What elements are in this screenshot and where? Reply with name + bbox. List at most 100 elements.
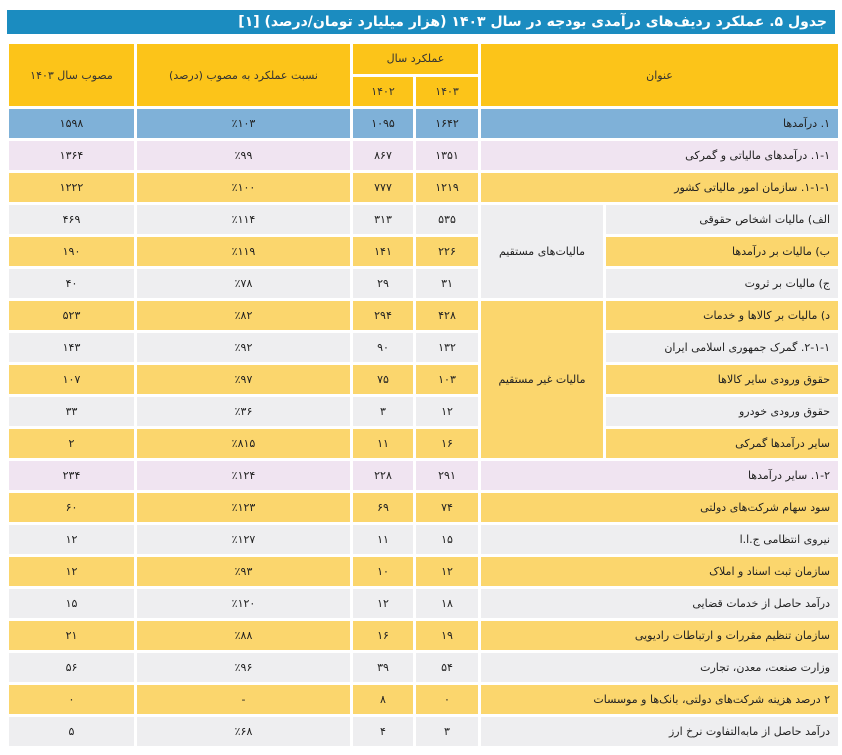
- ratio-value: ٪۹۶: [137, 653, 350, 682]
- ratio-value: ٪۱۲۳: [137, 493, 350, 522]
- value-1402: ۸۶۷: [353, 141, 414, 170]
- row-title: درآمد حاصل از خدمات قضایی: [481, 589, 839, 618]
- group-label-indirect: مالیات غیر مستقیم: [481, 301, 604, 458]
- ratio-value: -: [137, 685, 350, 714]
- row-title: سود سهام شرکت‌های دولتی: [481, 493, 839, 522]
- value-1403: ۱۳۵۱: [416, 141, 479, 170]
- value-1402: ۶۹: [353, 493, 414, 522]
- value-1403: ۱۲: [416, 397, 479, 426]
- table-row: ۱. درآمدها ۱۶۴۲ ۱۰۹۵ ٪۱۰۳ ۱۵۹۸: [9, 109, 839, 138]
- approved-value: ۴۶۹: [9, 205, 134, 234]
- value-1402: ۱۰۹۵: [353, 109, 414, 138]
- value-1402: ۱۶: [353, 621, 414, 650]
- table-row: سود سهام شرکت‌های دولتی ۷۴ ۶۹ ٪۱۲۳ ۶۰: [9, 493, 839, 522]
- approved-value: ۰: [9, 685, 134, 714]
- ratio-value: ٪۶۸: [137, 717, 350, 746]
- value-1402: ۲۹۴: [353, 301, 414, 330]
- ratio-value: ٪۹۲: [137, 333, 350, 362]
- value-1402: ۱۴۱: [353, 237, 414, 266]
- value-1403: ۱۲۱۹: [416, 173, 479, 202]
- table-row: نیروی انتظامی ج.ا.ا ۱۵ ۱۱ ٪۱۲۷ ۱۲: [9, 525, 839, 554]
- ratio-value: ٪۱۰۰: [137, 173, 350, 202]
- value-1402: ۸: [353, 685, 414, 714]
- value-1403: ۱۹: [416, 621, 479, 650]
- table-row: حقوق ورودی سایر کالاها ۱۰۳ ۷۵ ٪۹۷ ۱۰۷: [9, 365, 839, 394]
- value-1403: ۱۶۴۲: [416, 109, 479, 138]
- table-row: حقوق ورودی خودرو ۱۲ ۳ ٪۳۶ ۳۳: [9, 397, 839, 426]
- table-row: د) مالیات بر کالاها و خدمات مالیات غیر مس…: [9, 301, 839, 458]
- value-1402: ۳۹: [353, 653, 414, 682]
- header-performance: عملکرد سال: [353, 44, 479, 74]
- header-year-1403: ۱۴۰۳: [416, 76, 479, 106]
- value-1402: ۱۰: [353, 557, 414, 586]
- approved-value: ۱۴۳: [9, 333, 134, 362]
- ratio-value: ٪۱۲۷: [137, 525, 350, 554]
- table-row: ب) مالیات بر درآمدها ۲۲۶ ۱۴۱ ٪۱۱۹ ۱۹۰: [9, 237, 839, 266]
- approved-value: ۱۵۹۸: [9, 109, 134, 138]
- value-1403: ۱۲: [416, 557, 479, 586]
- group-label-direct: مالیات‌های مستقیم: [481, 205, 604, 298]
- table-row: ۲-۱-۱. گمرک جمهوری اسلامی ایران ۱۳۲ ۹۰ ٪۹۲ ۱…: [9, 333, 839, 362]
- ratio-value: ٪۱۱۹: [137, 237, 350, 266]
- value-1403: ۱۰۳: [416, 365, 479, 394]
- value-1402: ۲۹: [353, 269, 414, 298]
- value-1403: ۱۵: [416, 525, 479, 554]
- row-title: ۱-۲. سایر درآمدها: [481, 461, 839, 490]
- ratio-value: ٪۹۳: [137, 557, 350, 586]
- value-1403: ۱۸: [416, 589, 479, 618]
- value-1403: ۳: [416, 717, 479, 746]
- approved-value: ۱۵: [9, 589, 134, 618]
- ratio-value: ٪۹۷: [137, 365, 350, 394]
- value-1403: ۳۱: [416, 269, 479, 298]
- value-1402: ۲۲۸: [353, 461, 414, 490]
- table-row: ۱-۱-۱. سازمان امور مالیاتی کشور ۱۲۱۹ ۷۷۷ ٪۱…: [9, 173, 839, 202]
- row-title: سازمان ثبت اسناد و املاک: [481, 557, 839, 586]
- table-title: جدول ۵. عملکرد ردیف‌های درآمدی بودجه در …: [7, 10, 835, 34]
- approved-value: ۵۲۳: [9, 301, 134, 330]
- row-title: ۲ درصد هزینه شرکت‌های دولتی، بانک‌ها و م…: [481, 685, 839, 714]
- approved-value: ۵: [9, 717, 134, 746]
- row-title: سازمان تنظیم مقررات و ارتباطات رادیویی: [481, 621, 839, 650]
- table-row: ۲ درصد هزینه شرکت‌های دولتی، بانک‌ها و م…: [9, 685, 839, 714]
- row-title: حقوق ورودی سایر کالاها: [606, 365, 839, 394]
- value-1402: ۴: [353, 717, 414, 746]
- value-1403: ۵۴: [416, 653, 479, 682]
- approved-value: ۱۲۲۲: [9, 173, 134, 202]
- ratio-value: ٪۱۰۳: [137, 109, 350, 138]
- approved-value: ۱۲: [9, 557, 134, 586]
- ratio-value: ٪۸۸: [137, 621, 350, 650]
- row-title: ب) مالیات بر درآمدها: [606, 237, 839, 266]
- ratio-value: ٪۱۲۴: [137, 461, 350, 490]
- row-title: ۲-۱-۱. گمرک جمهوری اسلامی ایران: [606, 333, 839, 362]
- value-1403: ۲۹۱: [416, 461, 479, 490]
- table-row: ۱-۲. سایر درآمدها ۲۹۱ ۲۲۸ ٪۱۲۴ ۲۳۴: [9, 461, 839, 490]
- approved-value: ۲: [9, 429, 134, 458]
- approved-value: ۱۲: [9, 525, 134, 554]
- value-1403: ۰: [416, 685, 479, 714]
- table-row: سایر درآمدها گمرکی ۱۶ ۱۱ ٪۸۱۵ ۲: [9, 429, 839, 458]
- row-title: الف) مالیات اشخاص حقوقی: [606, 205, 839, 234]
- approved-value: ۳۳: [9, 397, 134, 426]
- value-1403: ۵۳۵: [416, 205, 479, 234]
- approved-value: ۱۳۶۴: [9, 141, 134, 170]
- ratio-value: ٪۱۲۰: [137, 589, 350, 618]
- approved-value: ۲۱: [9, 621, 134, 650]
- row-title: ۱-۱. درآمدهای مالیاتی و گمرکی: [481, 141, 839, 170]
- row-title: ۱. درآمدها: [481, 109, 839, 138]
- ratio-value: ٪۸۱۵: [137, 429, 350, 458]
- value-1402: ۷۵: [353, 365, 414, 394]
- table-body: ۱. درآمدها ۱۶۴۲ ۱۰۹۵ ٪۱۰۳ ۱۵۹۸ ۱-۱. درآمدهای …: [9, 109, 839, 746]
- approved-value: ۲۳۴: [9, 461, 134, 490]
- value-1403: ۱۶: [416, 429, 479, 458]
- approved-value: ۱۹۰: [9, 237, 134, 266]
- value-1403: ۲۲۶: [416, 237, 479, 266]
- approved-value: ۴۰: [9, 269, 134, 298]
- value-1402: ۷۷۷: [353, 173, 414, 202]
- table-row: سازمان تنظیم مقررات و ارتباطات رادیویی ۱۹…: [9, 621, 839, 650]
- budget-revenue-table: عنوان عملکرد سال نسبت عملکرد به مصوب (در…: [6, 41, 841, 749]
- row-title: د) مالیات بر کالاها و خدمات: [606, 301, 839, 330]
- row-title: سایر درآمدها گمرکی: [606, 429, 839, 458]
- row-title: ج) مالیات بر ثروت: [606, 269, 839, 298]
- table-row: درآمد حاصل از خدمات قضایی ۱۸ ۱۲ ٪۱۲۰ ۱۵: [9, 589, 839, 618]
- approved-value: ۵۶: [9, 653, 134, 682]
